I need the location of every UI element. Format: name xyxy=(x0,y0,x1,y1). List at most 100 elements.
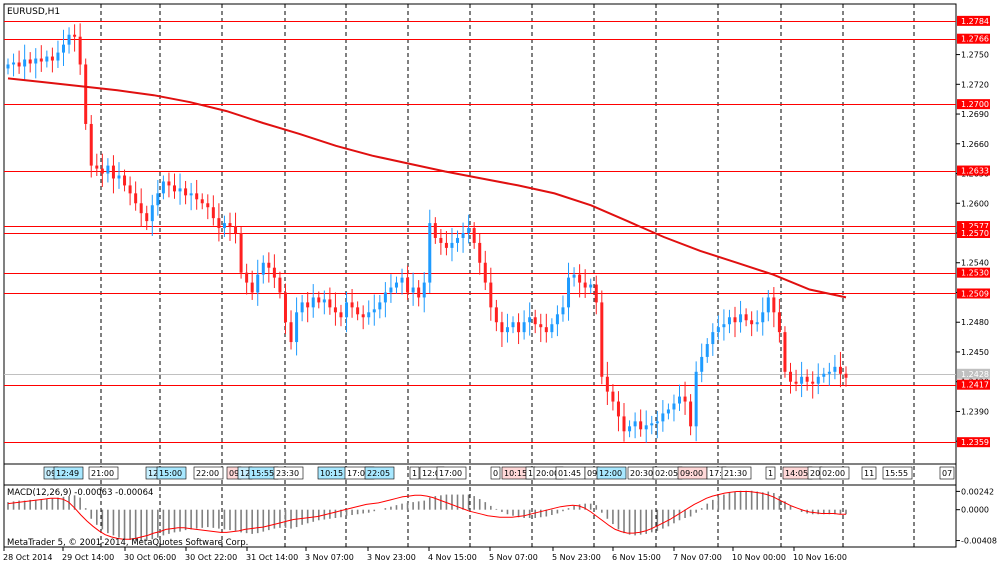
time-markers: 09 12:49 21:00 12 15:00 22:00 09 12 15:55 23:30 10… xyxy=(43,466,955,480)
time-marker-box[interactable] xyxy=(88,466,119,480)
time-marker-label: 11 xyxy=(864,469,874,478)
time-marker-box[interactable] xyxy=(53,466,84,480)
y-tick-label: 1.2750 xyxy=(961,51,989,60)
time-marker-box[interactable] xyxy=(193,466,224,480)
candle-up xyxy=(672,403,676,410)
time-marker-box[interactable] xyxy=(436,466,467,480)
y-tick-label: 1.2720 xyxy=(961,80,989,89)
candle-down xyxy=(195,193,199,200)
x-tick-label: 28 Oct 2014 xyxy=(3,553,52,562)
time-marker-label: 20 xyxy=(810,469,820,478)
candle-up xyxy=(655,421,659,424)
level-label: 1.2700 xyxy=(961,100,989,109)
candle-down xyxy=(539,324,543,328)
time-marker-box[interactable] xyxy=(721,466,752,480)
time-marker-box[interactable] xyxy=(156,466,187,480)
macd-tick-label: -0.00408 xyxy=(961,537,997,546)
x-tick-label: 6 Nov 15:00 xyxy=(612,553,661,562)
candle-down xyxy=(544,327,548,333)
candle-up xyxy=(694,371,698,427)
candle-down xyxy=(483,262,487,283)
candle-down xyxy=(134,193,138,204)
candle-down xyxy=(583,282,587,288)
candle-up xyxy=(6,64,10,69)
time-marker-box[interactable] xyxy=(861,466,877,480)
candle-down xyxy=(794,381,798,384)
y-tick-label: 1.2390 xyxy=(961,407,989,416)
candle-up xyxy=(422,282,426,298)
candle-up xyxy=(522,322,526,333)
candle-up xyxy=(678,396,682,404)
candle-up xyxy=(189,193,193,196)
candle-down xyxy=(245,272,249,283)
candle-up xyxy=(400,277,404,283)
candle-down xyxy=(167,181,171,186)
y-tick-label: 1.2600 xyxy=(961,199,989,208)
candle-up xyxy=(727,317,731,325)
macd-signal-line xyxy=(7,491,846,540)
candle-down xyxy=(472,228,476,243)
current-price-box xyxy=(957,368,990,379)
candle-up xyxy=(456,237,460,243)
time-marker-box[interactable] xyxy=(939,466,955,480)
time-marker-box[interactable] xyxy=(273,466,304,480)
level-label: 1.2784 xyxy=(961,17,989,26)
candle-down xyxy=(239,233,243,273)
level-label: 1.2417 xyxy=(961,381,989,390)
time-marker-box[interactable] xyxy=(409,466,420,480)
candle-down xyxy=(111,165,115,179)
candle-up xyxy=(411,287,415,293)
y-tick-label: 1.2690 xyxy=(961,110,989,119)
candle-up xyxy=(345,302,349,318)
time-marker-box[interactable] xyxy=(819,466,850,480)
candle-down xyxy=(594,284,598,303)
candle-up xyxy=(822,373,826,377)
candle-down xyxy=(356,307,360,315)
candle-down xyxy=(317,297,321,303)
candle-down xyxy=(433,223,437,238)
x-tick-label: 3 Nov 07:00 xyxy=(305,553,354,562)
time-marker-box[interactable] xyxy=(364,466,395,480)
time-marker-label: 1 xyxy=(768,469,773,478)
time-marker-label: 02:05 xyxy=(655,469,678,478)
candle-up xyxy=(156,193,160,206)
level-label-box xyxy=(957,221,990,232)
candle-down xyxy=(200,199,204,204)
candle-down xyxy=(39,58,43,62)
level-label: 1.2577 xyxy=(961,222,989,231)
candle-down xyxy=(339,312,343,318)
x-tick-label: 5 Nov 07:00 xyxy=(489,553,538,562)
time-marker-box[interactable] xyxy=(596,466,627,480)
candle-down xyxy=(578,274,582,283)
time-marker-label: 15:55 xyxy=(885,469,908,478)
time-marker-box[interactable] xyxy=(765,466,776,480)
candle-down xyxy=(100,168,104,174)
x-tick-label: 7 Nov 07:00 xyxy=(673,553,722,562)
x-tick-label: 31 Oct 14:00 xyxy=(246,553,298,562)
time-marker-label: 17:00 xyxy=(347,469,370,478)
candle-up xyxy=(12,62,16,65)
time-marker-box[interactable] xyxy=(882,466,913,480)
candle-up xyxy=(295,312,299,343)
candle-up xyxy=(389,287,393,293)
candle-down xyxy=(328,299,332,308)
candle-down xyxy=(89,123,93,166)
candle-up xyxy=(367,312,371,318)
candle-down xyxy=(406,277,410,293)
level-label-box xyxy=(957,99,990,110)
time-marker-label: 17: xyxy=(709,469,722,478)
candle-up xyxy=(23,59,27,67)
candle-down xyxy=(278,277,282,293)
time-marker-label: 09 xyxy=(46,469,56,478)
candle-down xyxy=(772,297,776,313)
candle-up xyxy=(528,317,532,323)
level-label: 1.2633 xyxy=(961,167,989,176)
time-marker-box[interactable] xyxy=(490,466,501,480)
macd-tick-label: 0.0000 xyxy=(961,506,989,515)
candle-down xyxy=(250,282,254,293)
macd-tick-label: 0.00242 xyxy=(961,487,994,496)
time-marker-label: 10:15 xyxy=(504,469,527,478)
candle-down xyxy=(78,36,82,65)
candle-down xyxy=(217,218,221,229)
